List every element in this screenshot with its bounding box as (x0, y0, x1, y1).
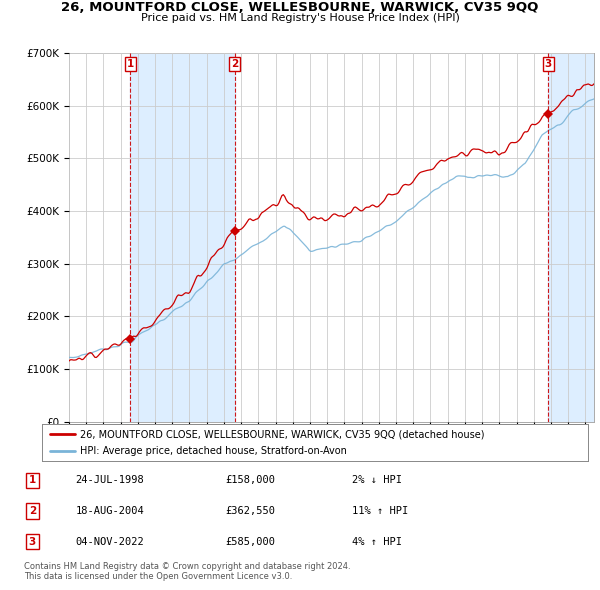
Text: £362,550: £362,550 (226, 506, 275, 516)
Text: 4% ↑ HPI: 4% ↑ HPI (352, 537, 402, 547)
Text: £585,000: £585,000 (226, 537, 275, 547)
Text: 1: 1 (127, 58, 134, 68)
Text: 18-AUG-2004: 18-AUG-2004 (76, 506, 145, 516)
Text: 2% ↓ HPI: 2% ↓ HPI (352, 475, 402, 485)
Text: Price paid vs. HM Land Registry's House Price Index (HPI): Price paid vs. HM Land Registry's House … (140, 13, 460, 23)
Text: 3: 3 (29, 537, 36, 547)
Text: 2: 2 (231, 58, 238, 68)
Text: 26, MOUNTFORD CLOSE, WELLESBOURNE, WARWICK, CV35 9QQ: 26, MOUNTFORD CLOSE, WELLESBOURNE, WARWI… (61, 1, 539, 14)
Text: 26, MOUNTFORD CLOSE, WELLESBOURNE, WARWICK, CV35 9QQ (detached house): 26, MOUNTFORD CLOSE, WELLESBOURNE, WARWI… (80, 430, 485, 439)
Text: This data is licensed under the Open Government Licence v3.0.: This data is licensed under the Open Gov… (24, 572, 292, 581)
Text: 3: 3 (545, 58, 552, 68)
Text: 04-NOV-2022: 04-NOV-2022 (76, 537, 145, 547)
Text: Contains HM Land Registry data © Crown copyright and database right 2024.: Contains HM Land Registry data © Crown c… (24, 562, 350, 571)
Bar (130, 53, 235, 422)
Text: HPI: Average price, detached house, Stratford-on-Avon: HPI: Average price, detached house, Stra… (80, 447, 347, 456)
Bar (548, 53, 594, 422)
Text: £158,000: £158,000 (226, 475, 275, 485)
Text: 24-JUL-1998: 24-JUL-1998 (76, 475, 145, 485)
Text: 2: 2 (29, 506, 36, 516)
Text: 1: 1 (29, 475, 36, 485)
Text: 11% ↑ HPI: 11% ↑ HPI (352, 506, 409, 516)
